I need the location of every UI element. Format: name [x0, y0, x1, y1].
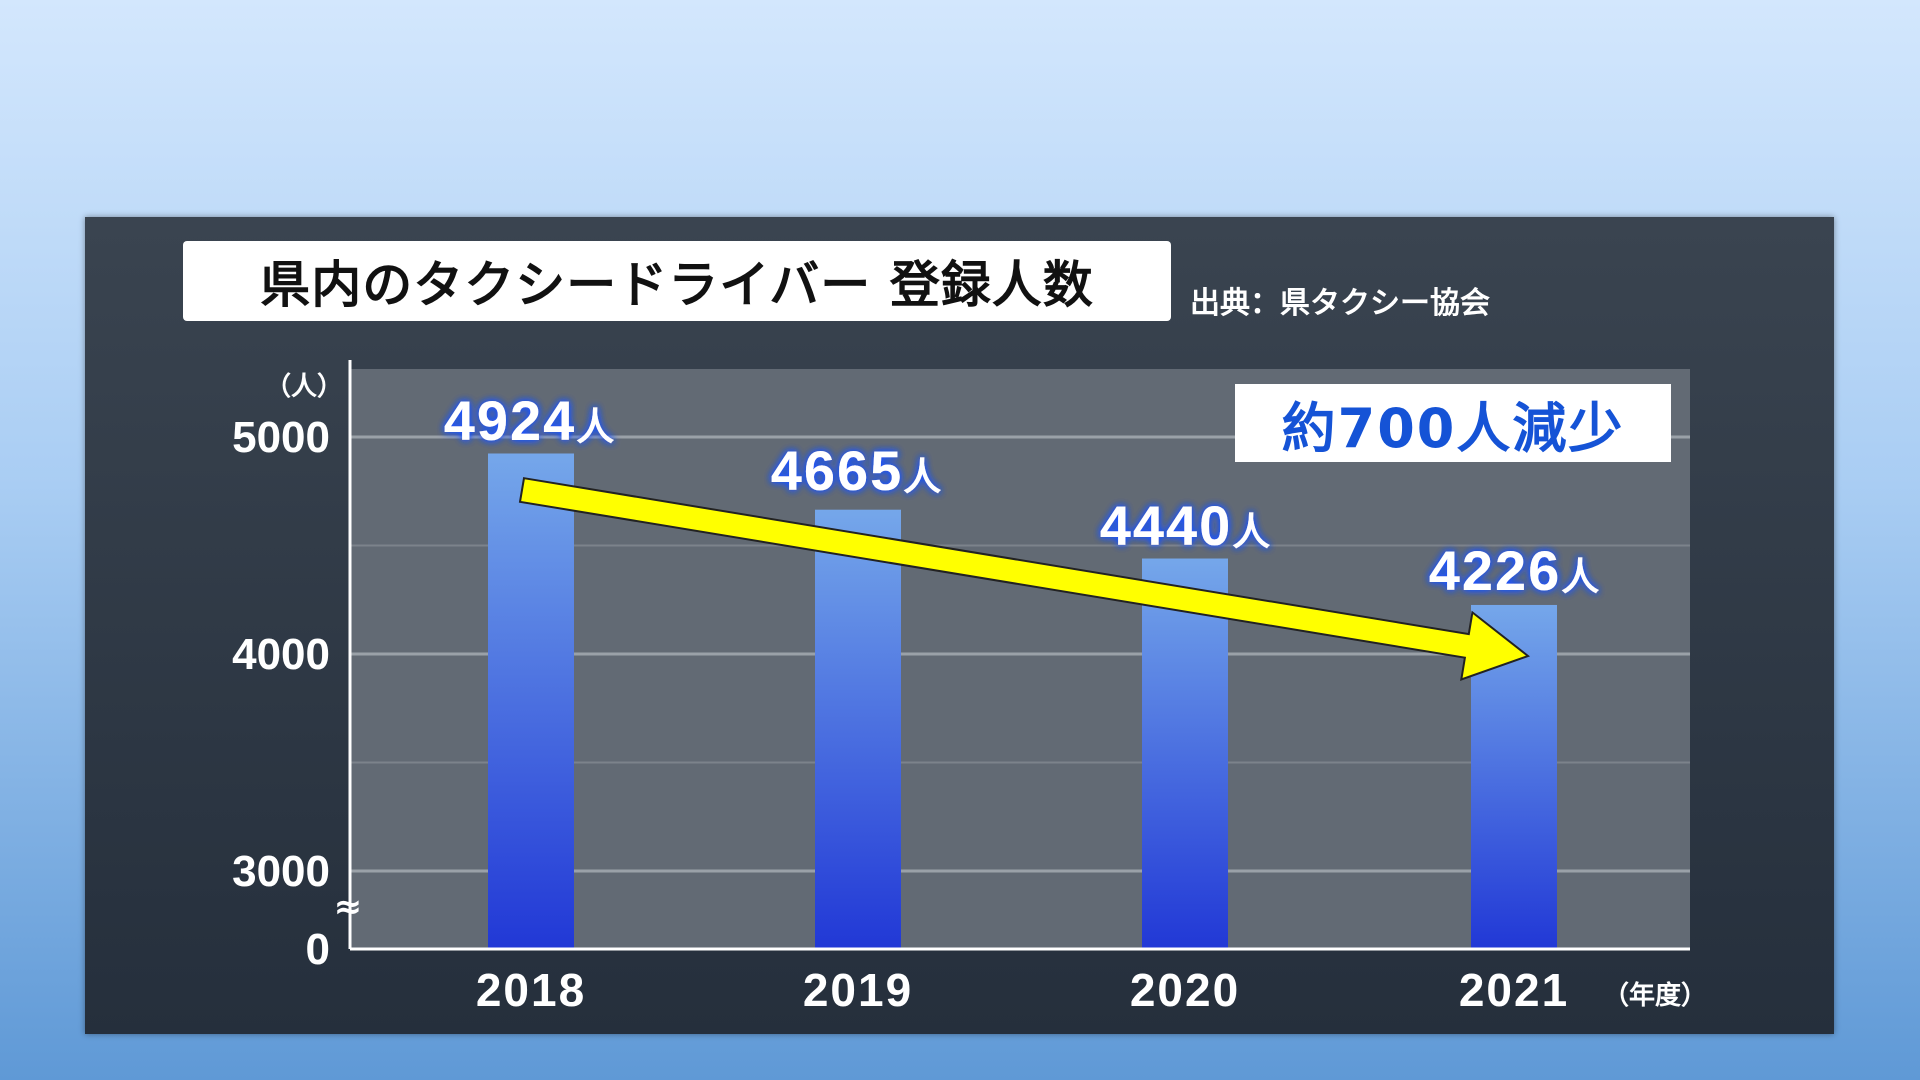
trend-arrow-group [518, 477, 1531, 682]
bar [488, 453, 574, 949]
bar [815, 509, 901, 949]
y-tick-label: 0 [306, 925, 330, 974]
y-axis-unit-label: （人） [265, 372, 343, 402]
data-label: 4440人 [1100, 494, 1273, 557]
x-axis-unit-label: （年度） [1603, 980, 1707, 1011]
y-tick-label: 3000 [232, 847, 330, 896]
x-tick-label: 2021 [1459, 964, 1569, 1016]
annotation-text: 約700人減少 [1281, 396, 1625, 460]
annotation-box: 約700人減少 [1235, 384, 1671, 462]
title-box: 県内のタクシードライバー 登録人数 [183, 241, 1171, 321]
axis-break-symbol: ≈ [334, 887, 363, 927]
chart-title: 県内のタクシードライバー 登録人数 [260, 256, 1094, 314]
trend-arrow [518, 477, 1531, 682]
source-note: 出典：県タクシー協会 [1190, 286, 1490, 321]
x-tick-label: 2019 [803, 964, 913, 1016]
bar [1142, 558, 1228, 949]
data-label: 4924人 [444, 389, 617, 452]
tick-labels: 5000 4000 3000 0≈ （人） 2018 2019 2020 2021 （年度） [232, 372, 1707, 1016]
x-tick-label: 2018 [476, 964, 586, 1016]
y-tick-label: 5000 [232, 413, 330, 462]
bars [488, 453, 1557, 949]
data-label: 4226人 [1429, 539, 1602, 602]
axes [348, 360, 1690, 951]
data-labels: 4924人 4665人 4440人 4226人 [444, 389, 1602, 602]
y-tick-label: 4000 [232, 630, 330, 679]
data-label: 4665人 [771, 439, 944, 502]
x-tick-label: 2020 [1130, 964, 1240, 1016]
